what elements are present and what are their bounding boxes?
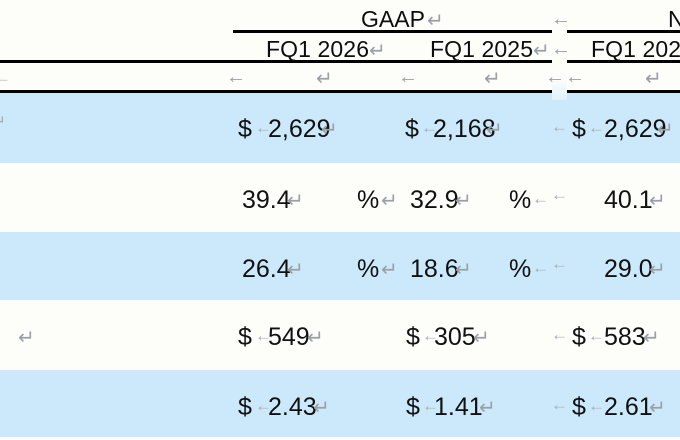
formatting-mark-tab: ← — [588, 326, 605, 345]
formatting-mark-tab: ← — [551, 325, 568, 344]
formatting-mark-tab: ← — [551, 254, 568, 273]
table-cell-value: 29.0 — [604, 255, 653, 283]
formatting-mark-paragraph: ↵ — [316, 68, 333, 90]
table-cell-value: 18.6 — [410, 255, 459, 283]
formatting-mark-paragraph: ↵ — [307, 327, 324, 349]
formatting-mark-tab: ← — [255, 326, 272, 345]
currency-symbol: $ — [572, 323, 586, 351]
header-rule-bottom — [0, 90, 680, 93]
formatting-mark-tab: ← — [422, 396, 439, 415]
row-1-label-mark: ↵ — [0, 112, 6, 132]
table-row-band-4 — [0, 300, 680, 370]
percent-symbol: % — [509, 255, 532, 283]
header-period-fq1-2026-nongaap: FQ1 202 — [591, 36, 680, 62]
formatting-mark-tab: ← — [532, 189, 549, 208]
currency-symbol: $ — [406, 323, 420, 351]
formatting-mark-paragraph: ↵ — [533, 40, 550, 62]
currency-symbol: $ — [572, 115, 586, 143]
table-row-band-2 — [0, 163, 680, 232]
formatting-mark-paragraph: ↵ — [484, 68, 501, 90]
currency-symbol: $ — [238, 115, 252, 143]
group-rule-nongaap — [567, 30, 680, 33]
formatting-mark-tab: ← — [398, 66, 418, 88]
table-cell-value: 2.61 — [604, 393, 653, 421]
table-cell-value: 549 — [268, 323, 310, 351]
table-cell-value: 583 — [604, 323, 646, 351]
table-cell-value: 32.9 — [410, 186, 459, 214]
formatting-mark-tab: ← — [551, 185, 568, 204]
header-period-fq1-2026: FQ1 2026 — [266, 36, 370, 62]
percent-symbol: % — [509, 186, 532, 214]
formatting-mark-double-tab: ←← — [545, 66, 585, 88]
formatting-mark-paragraph: ↵ — [313, 397, 330, 419]
formatting-mark-paragraph: ↵ — [321, 119, 338, 141]
table-cell-value: 26.4 — [242, 255, 291, 283]
formatting-mark-paragraph: ↵ — [369, 40, 386, 62]
formatting-mark-paragraph: ↵ — [486, 119, 503, 141]
table-cell-value: 1.41 — [434, 393, 483, 421]
formatting-mark-paragraph: ↵ — [287, 190, 304, 212]
currency-symbol: $ — [406, 393, 420, 421]
table-row-band-1 — [0, 93, 680, 163]
table-row-band-5 — [0, 370, 680, 437]
formatting-mark-paragraph: ↵ — [427, 10, 444, 32]
formatting-mark-tab: ← — [551, 38, 571, 60]
formatting-mark-tab: ← — [532, 258, 549, 277]
formatting-mark-paragraph: ↵ — [381, 259, 398, 281]
currency-symbol: $ — [572, 393, 586, 421]
percent-symbol: % — [357, 255, 380, 283]
formatting-mark-paragraph: ↵ — [287, 259, 304, 281]
header-rule-periods — [0, 60, 680, 63]
formatting-mark-paragraph: ↵ — [657, 119, 674, 141]
formatting-mark-paragraph: ↵ — [473, 327, 490, 349]
formatting-mark-tab: ← — [588, 118, 605, 137]
formatting-mark-paragraph: ↵ — [643, 327, 660, 349]
group-rule-gaap — [233, 30, 552, 33]
formatting-mark-tab: ← — [588, 396, 605, 415]
formatting-mark-paragraph: ↵ — [645, 68, 662, 90]
formatting-mark-paragraph: ↵ — [18, 327, 35, 349]
table-cell-value: 40.1 — [604, 186, 653, 214]
formatting-mark-tab: ← — [226, 66, 246, 88]
table-row-band-3 — [0, 232, 680, 300]
formatting-mark-tab: ← — [421, 118, 438, 137]
table-cell-value: 305 — [434, 323, 476, 351]
table-cell-value: 2,629 — [268, 115, 331, 143]
formatting-mark-paragraph: ↵ — [649, 397, 666, 419]
formatting-mark-tab: ← — [551, 395, 568, 414]
table-cell-value: 2,629 — [604, 115, 667, 143]
formatting-mark-tab: ← — [255, 396, 272, 415]
formatting-mark-paragraph: ↵ — [479, 397, 496, 419]
header-group-gaap: GAAP — [361, 6, 425, 32]
currency-symbol: $ — [405, 115, 419, 143]
table-cell-value: 2,168 — [433, 115, 496, 143]
table-bottom-band — [0, 437, 680, 440]
formatting-mark-paragraph: ↵ — [455, 259, 472, 281]
formatting-mark-tab: ← — [0, 68, 11, 87]
table-cell-value: 39.4 — [242, 186, 291, 214]
formatting-mark-paragraph: ↵ — [455, 190, 472, 212]
formatting-mark-tab: ← — [551, 117, 568, 136]
formatting-mark-tab: ← — [551, 8, 571, 30]
header-period-fq1-2025: FQ1 2025 — [430, 36, 534, 62]
formatting-mark-paragraph: ↵ — [649, 190, 666, 212]
formatting-mark-tab: ← — [255, 118, 272, 137]
formatting-mark-paragraph: ↵ — [649, 259, 666, 281]
header-group-nongaap: N — [668, 6, 680, 32]
currency-symbol: $ — [238, 393, 252, 421]
formatting-mark-paragraph: ↵ — [381, 190, 398, 212]
group-separator-gap — [552, 56, 567, 100]
table-cell-value: 2.43 — [268, 393, 317, 421]
currency-symbol: $ — [238, 323, 252, 351]
formatting-mark-tab: ← — [422, 326, 439, 345]
group-separator-gap-top — [552, 26, 567, 34]
percent-symbol: % — [357, 186, 380, 214]
